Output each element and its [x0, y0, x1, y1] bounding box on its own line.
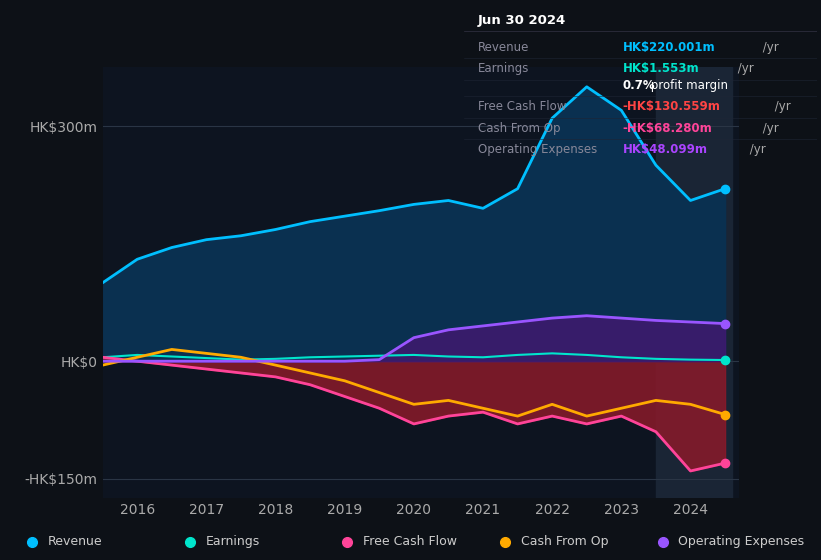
Text: Operating Expenses: Operating Expenses — [478, 143, 597, 156]
Text: /yr: /yr — [734, 62, 754, 76]
Text: Revenue: Revenue — [48, 535, 103, 548]
Text: -HK$68.280m: -HK$68.280m — [622, 122, 713, 135]
Text: Revenue: Revenue — [478, 41, 530, 54]
Text: Jun 30 2024: Jun 30 2024 — [478, 15, 566, 27]
Bar — [656, 67, 732, 498]
Text: Free Cash Flow: Free Cash Flow — [478, 100, 566, 113]
Text: /yr: /yr — [759, 41, 778, 54]
Text: Cash From Op: Cash From Op — [521, 535, 608, 548]
Text: Earnings: Earnings — [478, 62, 530, 76]
Text: Operating Expenses: Operating Expenses — [678, 535, 805, 548]
Text: /yr: /yr — [771, 100, 791, 113]
Text: Free Cash Flow: Free Cash Flow — [363, 535, 457, 548]
Text: /yr: /yr — [746, 143, 766, 156]
Text: Cash From Op: Cash From Op — [478, 122, 561, 135]
Text: -HK$130.559m: -HK$130.559m — [622, 100, 721, 113]
Text: 0.7%: 0.7% — [622, 79, 655, 92]
Text: HK$220.001m: HK$220.001m — [622, 41, 715, 54]
Text: HK$1.553m: HK$1.553m — [622, 62, 699, 76]
Text: HK$48.099m: HK$48.099m — [622, 143, 708, 156]
Text: profit margin: profit margin — [648, 79, 728, 92]
Text: /yr: /yr — [759, 122, 778, 135]
Text: Earnings: Earnings — [205, 535, 259, 548]
